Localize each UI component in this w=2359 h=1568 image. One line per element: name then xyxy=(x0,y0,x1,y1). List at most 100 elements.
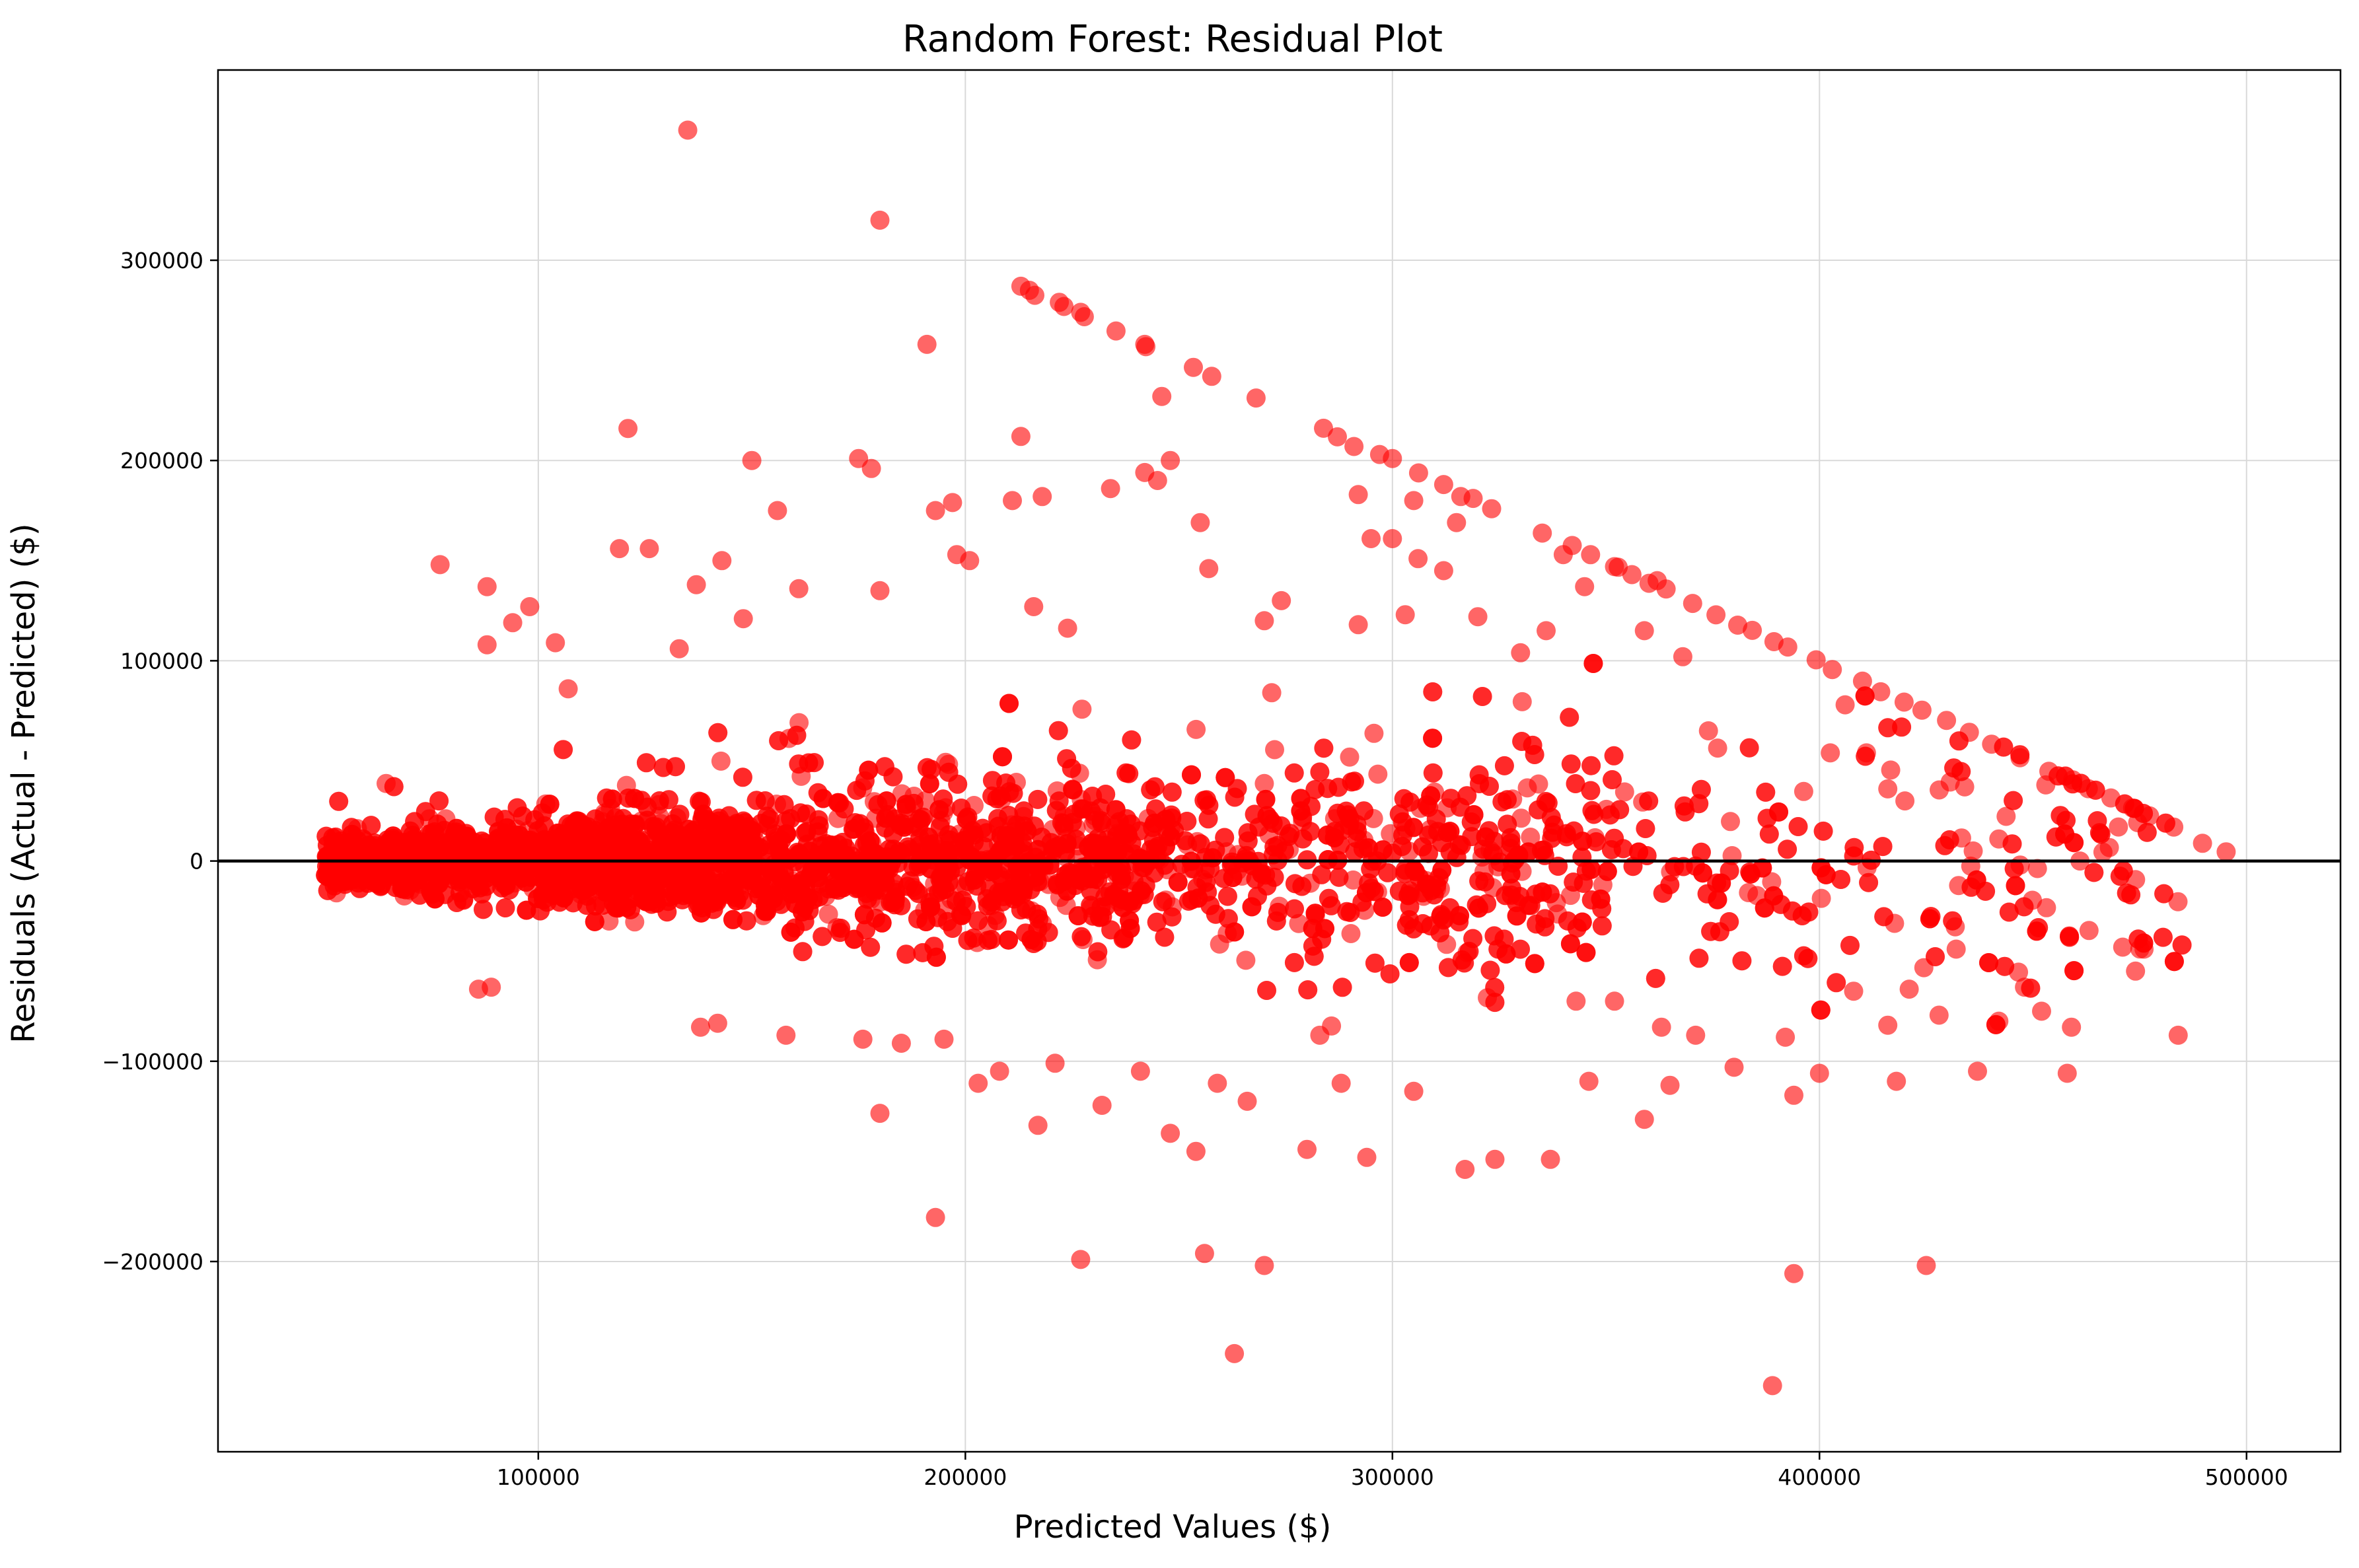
residual-point xyxy=(743,839,762,859)
residual-point xyxy=(2113,937,2132,957)
residual-point xyxy=(877,791,896,811)
residual-point xyxy=(1242,897,1262,917)
residual-point xyxy=(1496,944,1516,964)
residual-point xyxy=(1455,1160,1475,1179)
residual-point xyxy=(610,836,630,856)
residual-point xyxy=(1603,770,1622,789)
residual-point xyxy=(1784,1085,1803,1105)
residual-point xyxy=(1392,837,1412,857)
residual-point xyxy=(925,501,945,520)
residual-point xyxy=(1004,832,1024,852)
residual-point xyxy=(618,419,638,439)
residual-point xyxy=(1304,946,1324,966)
residual-point xyxy=(1844,837,1864,857)
y-tick-label: −200000 xyxy=(102,1249,203,1275)
residual-point xyxy=(1417,874,1437,894)
residual-point xyxy=(733,609,753,629)
residual-point xyxy=(1995,956,2015,976)
residual-point xyxy=(1441,789,1461,808)
residual-point xyxy=(520,597,540,616)
residual-point xyxy=(2010,748,2030,767)
residual-point xyxy=(894,817,914,837)
residual-point xyxy=(1217,886,1237,906)
residual-point xyxy=(2164,817,2184,837)
residual-point xyxy=(1622,565,1642,585)
residual-point xyxy=(421,882,441,902)
residual-point xyxy=(1811,1000,1831,1020)
residual-point xyxy=(564,815,584,835)
residual-point xyxy=(1759,824,1779,844)
residual-point xyxy=(833,878,853,898)
residual-point xyxy=(2062,1017,2082,1037)
x-axis-label: Predicted Values ($) xyxy=(1014,1509,1332,1546)
residual-point xyxy=(1017,821,1037,841)
residual-point xyxy=(1525,954,1544,974)
residual-point xyxy=(1071,1250,1091,1269)
residual-point xyxy=(982,786,1002,806)
residual-point xyxy=(653,758,673,777)
residual-point xyxy=(1284,763,1304,783)
residual-point xyxy=(1701,921,1721,941)
residual-point xyxy=(1937,711,1957,731)
residual-point xyxy=(1120,919,1140,939)
residual-point xyxy=(1660,875,1680,894)
residual-point xyxy=(789,754,809,774)
residual-point xyxy=(776,1025,796,1045)
residual-point xyxy=(1325,828,1344,847)
residual-point xyxy=(1305,780,1325,799)
residual-point xyxy=(1784,1264,1803,1283)
residual-point xyxy=(1999,902,2019,922)
residual-point xyxy=(1068,906,1088,925)
residual-point xyxy=(791,803,811,823)
residual-point xyxy=(2027,921,2047,941)
residual-point xyxy=(1769,802,1788,822)
residual-point xyxy=(1943,911,1963,931)
residual-point xyxy=(1646,968,1665,988)
residual-point xyxy=(1691,779,1711,799)
residual-point xyxy=(830,923,850,943)
residual-point xyxy=(678,831,698,851)
residual-point xyxy=(629,832,649,851)
residual-point xyxy=(1373,898,1393,917)
y-tick-label: 300000 xyxy=(120,248,203,273)
residual-point xyxy=(711,751,731,771)
residual-point xyxy=(801,865,820,884)
residual-point xyxy=(1610,800,1630,820)
residual-point xyxy=(1003,491,1022,511)
residual-point xyxy=(1348,822,1367,841)
residual-point xyxy=(558,679,578,699)
residual-point xyxy=(1395,605,1415,625)
residual-point xyxy=(1423,682,1443,701)
residual-point xyxy=(1452,950,1472,970)
residual-point xyxy=(1967,870,1986,890)
residual-point xyxy=(978,855,998,874)
residual-point xyxy=(477,635,497,655)
residual-point xyxy=(1533,523,1552,543)
residual-point xyxy=(1028,839,1048,859)
residual-point xyxy=(769,731,789,750)
residual-point xyxy=(925,1207,945,1227)
residual-point xyxy=(861,458,881,478)
residual-point xyxy=(2123,798,2142,818)
residual-point xyxy=(686,575,706,594)
residual-point xyxy=(1344,437,1364,456)
residual-point xyxy=(1199,559,1219,579)
residual-point xyxy=(1408,463,1428,483)
residual-point xyxy=(2134,939,2154,959)
residual-point xyxy=(558,861,578,881)
residual-point xyxy=(708,723,728,742)
residual-point xyxy=(1916,1256,1936,1275)
residual-point xyxy=(805,753,824,773)
residual-point xyxy=(1651,1017,1671,1037)
residual-point xyxy=(1581,781,1601,801)
residual-point xyxy=(1328,777,1348,797)
residual-point xyxy=(1101,479,1120,499)
residual-point xyxy=(1582,801,1602,820)
residual-point xyxy=(1683,594,1702,614)
residual-point xyxy=(1092,1096,1112,1115)
residual-point xyxy=(1434,910,1453,930)
residual-point xyxy=(363,871,382,891)
residual-point xyxy=(1400,792,1420,812)
residual-point xyxy=(1560,934,1580,954)
residual-point xyxy=(1887,1071,1906,1091)
